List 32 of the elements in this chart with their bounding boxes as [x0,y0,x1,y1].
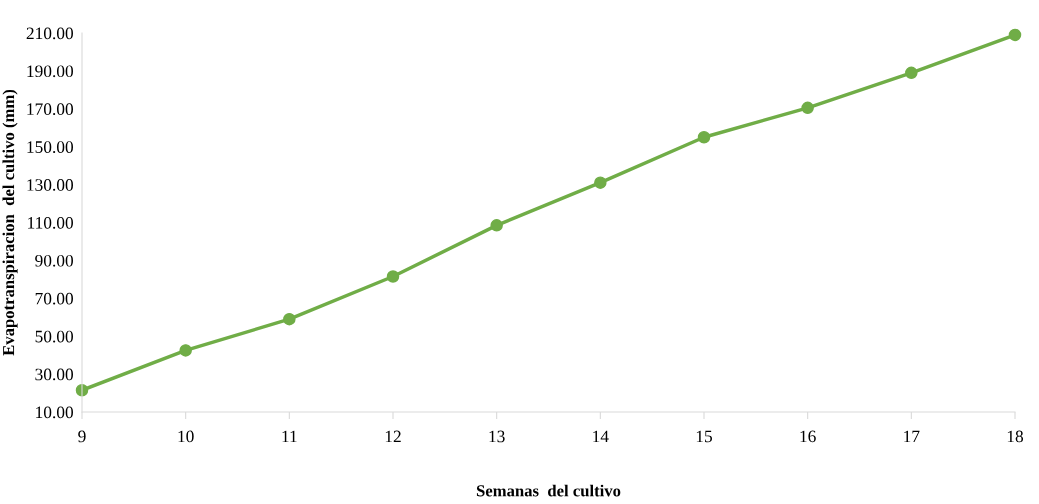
y-tick-label: 50.00 [35,330,73,343]
point [179,344,192,357]
x-tick-label: 15 [696,430,712,443]
y-tick-label: 130.00 [27,179,73,191]
point [386,270,400,283]
point [283,312,296,326]
point [594,176,607,189]
y-tick-label: 70.00 [35,292,73,305]
x-tick-label: 13 [489,430,505,443]
x-tick-label: 11 [282,430,297,443]
y-tick-label: 190.00 [27,65,73,78]
x-tick-label: 18 [1007,430,1024,443]
y-tick-label: 30.00 [35,368,73,381]
point [697,130,711,144]
point [490,219,503,232]
point [905,66,918,80]
x-tick-label: 9 [78,430,86,443]
y-tick-label: 10.00 [36,406,73,419]
x-axis-title: Semanas del cultivo [476,484,621,497]
point [1008,28,1022,42]
y-tick-label: 110.00 [28,216,73,229]
point [801,101,814,115]
y-tick-label: 210.00 [26,27,73,40]
x-tick-label: 12 [385,430,401,443]
y-tick-label: 90.00 [35,254,73,267]
x-tick-label: 10 [178,430,194,443]
y-tick-label: 150.00 [27,141,73,153]
y-tick-label: 170.00 [27,103,73,116]
x-tick-label: 16 [800,430,816,443]
x-tick-label: 14 [593,430,609,443]
x-tick-label: 17 [904,430,920,443]
y-axis-title: Evapotranspiracion del cultivo (mm) [2,89,18,356]
